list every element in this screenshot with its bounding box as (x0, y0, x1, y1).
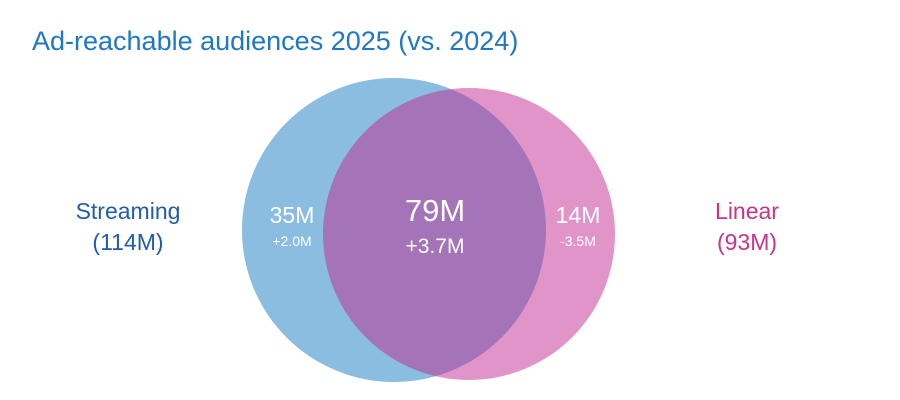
streaming-label: Streaming (114M) (48, 196, 208, 258)
streaming-only-change: +2.0M (272, 233, 312, 249)
overlap-value: 79M (404, 193, 466, 228)
linear-total: (93M) (716, 229, 778, 255)
overlap-change: +3.7M (405, 235, 465, 258)
streaming-only-label: 35M +2.0M (232, 202, 352, 249)
linear-label: Linear (93M) (667, 196, 827, 258)
linear-only-label: 14M -3.5M (518, 202, 638, 249)
overlap-label: 79M +3.7M (375, 193, 495, 259)
streaming-name: Streaming (75, 198, 181, 224)
chart-title: Ad-reachable audiences 2025 (vs. 2024) (32, 26, 519, 56)
streaming-only-value: 35M (269, 202, 315, 228)
streaming-total: (114M) (92, 229, 164, 255)
linear-name: Linear (715, 198, 779, 224)
linear-only-change: -3.5M (560, 233, 596, 249)
linear-only-value: 14M (555, 202, 601, 228)
